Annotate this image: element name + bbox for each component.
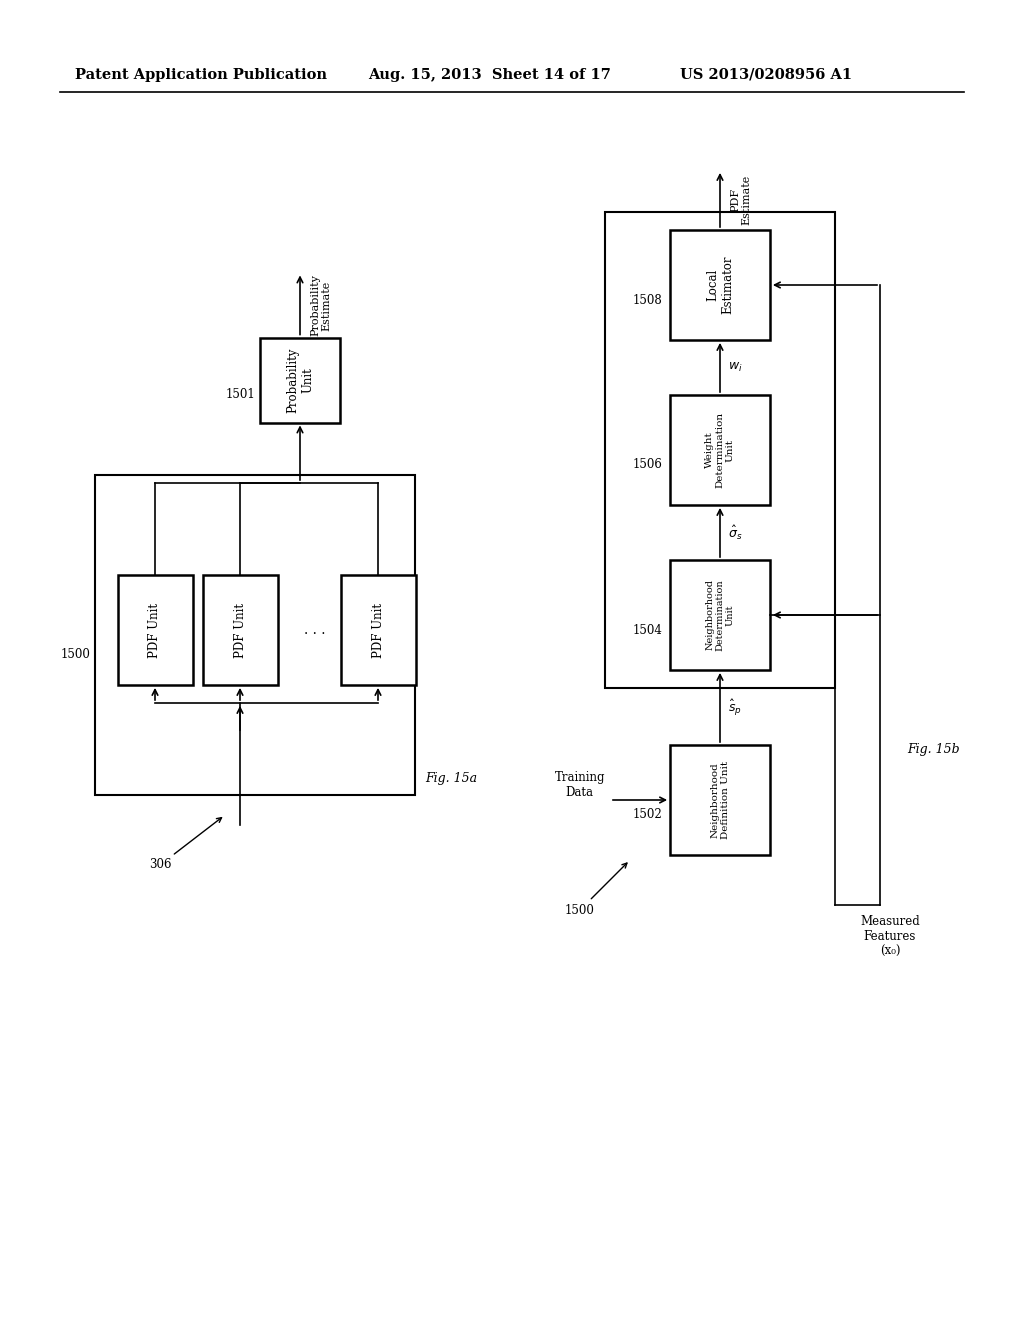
Text: 1506: 1506	[632, 458, 662, 471]
Text: Neighborhood
Definition Unit: Neighborhood Definition Unit	[711, 760, 730, 840]
Text: Probability
Estimate: Probability Estimate	[310, 275, 332, 337]
Text: Weight
Determination
Unit: Weight Determination Unit	[706, 412, 735, 488]
Bar	[605, 213, 835, 688]
Text: $\hat{\sigma}_s$: $\hat{\sigma}_s$	[728, 524, 742, 541]
Text: Probability
Unit: Probability Unit	[286, 347, 314, 413]
Bar	[670, 560, 770, 671]
Text: Training
Data: Training Data	[555, 771, 605, 799]
Text: $\hat{s}_p$: $\hat{s}_p$	[728, 697, 741, 718]
Text: 1504: 1504	[632, 623, 662, 636]
Bar	[670, 744, 770, 855]
Text: Patent Application Publication: Patent Application Publication	[75, 69, 327, 82]
Text: US 2013/0208956 A1: US 2013/0208956 A1	[680, 69, 852, 82]
Text: PDF Unit: PDF Unit	[233, 602, 247, 657]
Text: Aug. 15, 2013  Sheet 14 of 17: Aug. 15, 2013 Sheet 14 of 17	[368, 69, 611, 82]
Text: 306: 306	[148, 817, 221, 871]
Bar	[260, 338, 340, 422]
Text: PDF Unit: PDF Unit	[372, 602, 384, 657]
Text: PDF
Estimate: PDF Estimate	[730, 174, 752, 226]
Bar	[670, 230, 770, 341]
Text: 1508: 1508	[632, 293, 662, 306]
Text: 1502: 1502	[632, 808, 662, 821]
Text: 1500: 1500	[565, 863, 627, 916]
Text: Measured
Features
(x₀): Measured Features (x₀)	[860, 915, 920, 958]
Text: Local
Estimator: Local Estimator	[706, 256, 734, 314]
Bar	[118, 576, 193, 685]
Bar	[670, 395, 770, 506]
Text: PDF Unit: PDF Unit	[148, 602, 162, 657]
Text: Fig. 15b: Fig. 15b	[907, 743, 961, 756]
Text: Neighborhood
Determination
Unit: Neighborhood Determination Unit	[706, 579, 735, 651]
Text: 1501: 1501	[225, 388, 255, 401]
Bar	[203, 576, 278, 685]
Text: $w_i$: $w_i$	[728, 360, 742, 374]
Text: 1500: 1500	[60, 648, 90, 661]
Text: . . .: . . .	[304, 623, 326, 638]
Bar	[95, 475, 415, 795]
Bar	[341, 576, 416, 685]
Text: Fig. 15a: Fig. 15a	[425, 772, 477, 785]
